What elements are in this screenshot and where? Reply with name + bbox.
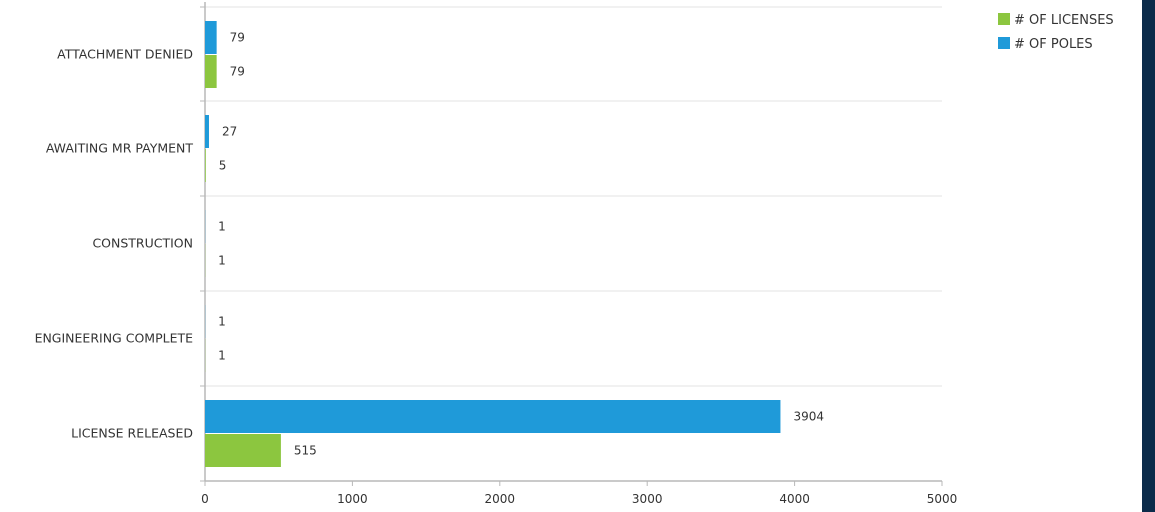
data-label: 1 [218, 254, 226, 268]
x-tick-label: 0 [201, 492, 209, 506]
category-label: AWAITING MR PAYMENT [46, 141, 194, 156]
data-label: 1 [218, 220, 226, 234]
bar [205, 434, 281, 467]
bar [205, 55, 217, 88]
legend-label: # OF LICENSES [1014, 13, 1114, 28]
x-tick-label: 5000 [927, 492, 958, 506]
data-label: 1 [218, 349, 226, 363]
bars [205, 21, 780, 467]
data-label: 1 [218, 315, 226, 329]
labels: 0 1000 2000 3000 4000 5000 ATTACHMENT DENIED AW… [35, 31, 958, 507]
legend-label: # OF POLES [1014, 37, 1093, 52]
x-tick-label: 4000 [779, 492, 810, 506]
bar [205, 21, 217, 54]
data-label: 79 [230, 65, 245, 79]
category-label: CONSTRUCTION [92, 236, 193, 251]
data-label: 3904 [793, 410, 824, 424]
legend: # OF LICENSES # OF POLES [998, 13, 1114, 52]
legend-swatch [998, 13, 1010, 25]
x-tick-label: 1000 [337, 492, 368, 506]
data-label: 515 [294, 444, 317, 458]
legend-swatch [998, 37, 1010, 49]
data-label: 5 [219, 159, 227, 173]
right-panel-edge [1142, 0, 1155, 512]
category-label: ENGINEERING COMPLETE [35, 331, 194, 346]
data-label: 79 [230, 31, 245, 45]
bar [205, 149, 206, 182]
bar [205, 400, 780, 433]
x-tick-label: 2000 [485, 492, 516, 506]
data-label: 27 [222, 125, 237, 139]
x-tick-label: 3000 [632, 492, 663, 506]
bar [205, 115, 209, 148]
category-label: ATTACHMENT DENIED [57, 47, 193, 62]
category-label: LICENSE RELEASED [71, 426, 193, 441]
